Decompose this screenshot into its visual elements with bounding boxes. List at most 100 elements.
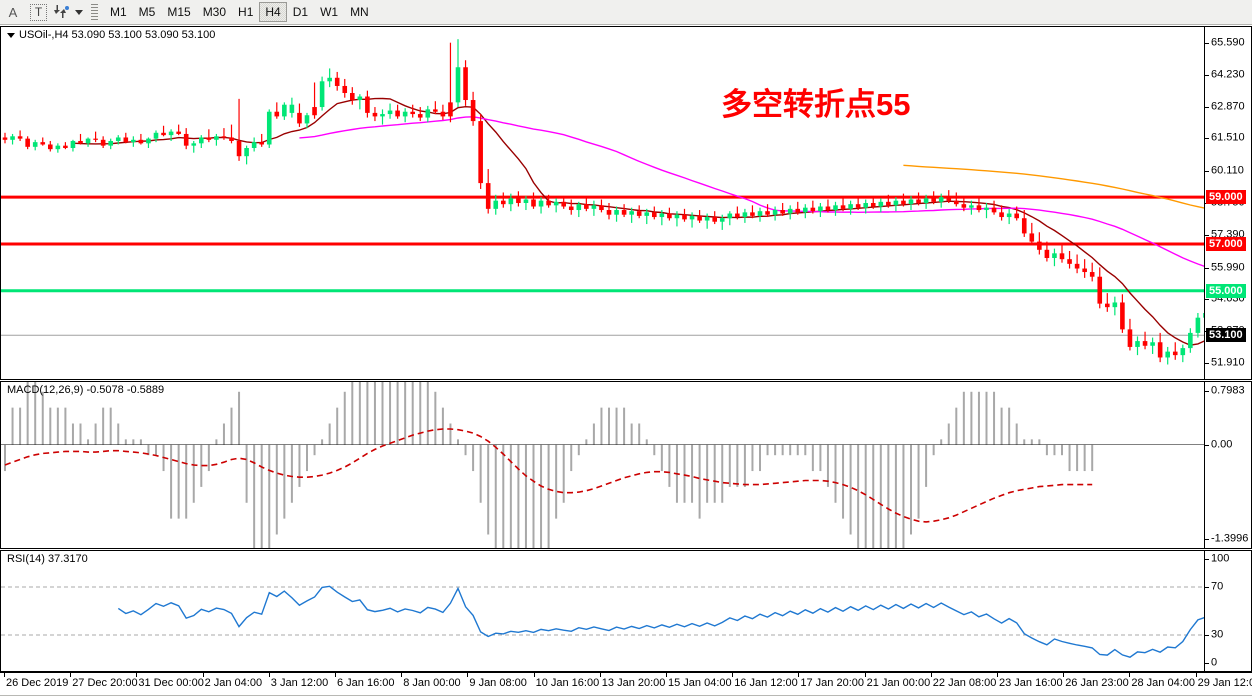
rsi-axis-tick [1205,559,1209,560]
time-axis-tick [202,673,204,677]
time-axis-label: 17 Jan 20:00 [800,677,865,689]
price-axis-label: 57.390 [1211,228,1245,241]
candle-body [719,218,725,222]
rsi-axis-tick [1205,587,1209,588]
candle-body [1089,272,1095,277]
timeframe-m1[interactable]: M1 [110,5,127,19]
resistance-57-tag[interactable]: 57.000 [1206,236,1246,251]
collapse-caret-icon[interactable] [7,32,15,38]
candle-body [123,137,129,143]
macd-axis[interactable]: 0.7983 0.00 -1.3996 [1204,382,1251,548]
time-axis-tick [401,673,403,677]
timeframe-m15[interactable]: M15 [167,5,191,19]
candle-body [395,110,400,117]
candle-body [1172,351,1178,356]
candle-body [448,102,453,117]
rsi-axis[interactable]: 100 70 30 0 [1204,551,1251,671]
candle-body [1097,276,1103,304]
candle-body [591,205,597,209]
candle-body [606,210,612,215]
candle-body [636,211,642,216]
candle-body [85,138,91,144]
candle-body [463,67,468,101]
candle-body [372,112,378,117]
toolbar-grip-icon[interactable] [91,3,98,21]
timeframe-mn[interactable]: MN [350,5,369,19]
timeframe-m30[interactable]: M30 [202,5,227,19]
time-axis-tick [798,673,800,677]
time-axis-tick [70,673,72,677]
candle-body [1180,348,1186,356]
rsi-axis-label: 30 [1211,628,1224,641]
time-axis-tick [136,673,138,677]
text-tool-icon[interactable]: A [8,4,18,20]
candle-body [523,199,529,203]
candle-body [825,206,831,211]
candle-body [1052,253,1057,258]
candle-body [969,205,974,208]
candle-body [131,139,136,143]
candle-body [954,200,959,205]
candle-body [787,208,793,214]
candle-body [765,211,770,215]
candle-body [387,110,393,115]
candle-body [440,111,446,117]
candle-body [1127,329,1133,347]
candle-body [644,212,650,216]
candle-body [855,204,861,208]
candle-body [742,212,748,218]
current-price-tag[interactable]: 53.100 [1206,328,1246,343]
price-axis-tick [1205,171,1209,173]
macd-axis-tick [1205,390,1209,392]
candle-body [576,204,582,211]
support-55-tag[interactable]: 55.000 [1206,283,1246,298]
time-axis-label: 21 Jan 00:00 [866,677,931,689]
candle-body [229,137,234,141]
timeframe-m5[interactable]: M5 [138,5,156,19]
candle-body [2,137,8,140]
candle-body [334,77,340,86]
candle-body [153,132,159,139]
price-plot-area[interactable]: 多空转折点55 [1,27,1205,379]
candle-body [266,111,272,145]
candle-body [1074,263,1080,269]
text-label-tool-icon[interactable]: T [30,3,47,21]
rsi-axis-tick [1205,635,1209,636]
candle-body [976,205,982,211]
candle-body [516,198,521,203]
candle-body [840,205,846,209]
timeframe-w1[interactable]: W1 [320,5,339,19]
timeframe-d1[interactable]: D1 [292,5,309,19]
candle-body [1150,342,1155,346]
timeframe-h4[interactable]: H4 [259,2,287,22]
price-axis-tick [1205,138,1209,140]
candle-body [402,111,408,117]
candle-body [1037,241,1042,250]
candle-body [931,198,936,202]
macd-plot-area[interactable] [1,382,1205,548]
candle-body [667,213,672,219]
price-axis[interactable]: 65.59064.23062.87061.51060.11058.75057.3… [1204,27,1251,379]
candle-body [417,114,423,118]
time-axis-label: 13 Jan 20:00 [601,677,666,689]
candle-body [251,142,257,148]
time-axis[interactable]: 26 Dec 2019 27 Dec 20:00 31 Dec 00:00 2 Jan… [0,672,1252,696]
candle-body [274,111,280,117]
resistance-59-tag[interactable]: 59.000 [1206,190,1246,205]
candle-body [803,207,808,213]
candle-body [433,109,438,112]
candle-body [1067,259,1072,264]
rsi-plot-area[interactable] [1,551,1205,671]
candle-body [501,200,506,205]
tool-dropdown-caret-icon[interactable] [75,9,83,15]
moving-average-line [903,164,1205,209]
candle-body [584,204,589,209]
candle-body [485,183,491,209]
price-axis-label: 54.630 [1211,292,1245,305]
time-axis-label: 16 Jan 12:00 [734,677,798,689]
time-axis-tick [732,673,734,677]
crosshair-arrows-icon[interactable] [51,3,73,21]
timeframe-h1[interactable]: H1 [238,5,254,19]
candle-body [108,140,113,146]
